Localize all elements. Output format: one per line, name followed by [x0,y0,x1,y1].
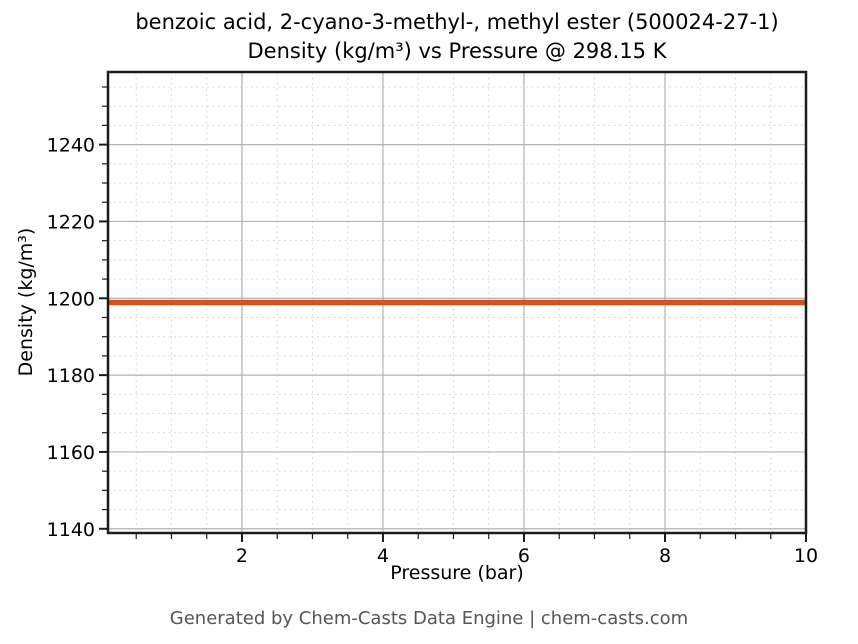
y-tick-label: 1140 [47,519,95,541]
y-tick-label: 1240 [47,135,95,157]
y-tick-label: 1180 [47,365,95,387]
y-tick-label: 1200 [47,288,95,310]
chart-title: benzoic acid, 2-cyano-3-methyl-, methyl … [56,8,858,66]
x-tick-label: 6 [518,545,530,567]
chart-title-line1: benzoic acid, 2-cyano-3-methyl-, methyl … [135,10,779,34]
chart-title-line2: Density (kg/m³) vs Pressure @ 298.15 K [247,39,667,63]
x-axis-label: Pressure (bar) [390,562,524,584]
x-tick-label: 8 [659,545,671,567]
y-axis-label: Density (kg/m³) [15,227,37,377]
x-tick-label: 10 [794,545,818,567]
y-tick-label: 1160 [47,442,95,464]
x-tick-label: 2 [236,545,248,567]
footer-attribution: Generated by Chem-Casts Data Engine | ch… [169,608,689,629]
axes-spines [106,70,808,535]
y-tick-label: 1220 [47,211,95,233]
x-tick-label: 4 [377,545,389,567]
